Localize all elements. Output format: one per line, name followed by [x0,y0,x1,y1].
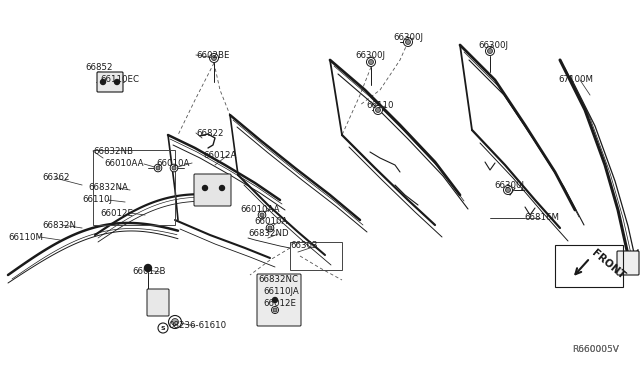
Text: 66300J: 66300J [494,180,524,189]
Circle shape [145,264,152,272]
Circle shape [209,54,218,62]
Text: 66110JA: 66110JA [263,288,299,296]
Circle shape [367,58,376,67]
Circle shape [376,108,381,112]
Circle shape [172,166,176,170]
Circle shape [374,106,383,115]
Circle shape [115,80,120,84]
Bar [555,245,623,287]
FancyBboxPatch shape [194,174,231,206]
Circle shape [100,80,106,84]
Text: 66832NA: 66832NA [88,183,128,192]
Text: 66012B: 66012B [132,267,166,276]
FancyBboxPatch shape [257,274,301,326]
Text: 66300J: 66300J [393,33,423,42]
Circle shape [220,186,225,190]
Circle shape [258,211,266,219]
Circle shape [273,298,278,302]
Text: 66816M: 66816M [524,214,559,222]
FancyBboxPatch shape [97,72,123,92]
Text: 66832NC: 66832NC [258,276,298,285]
Text: S: S [161,326,165,330]
Text: 66832N: 66832N [42,221,76,230]
Text: 66110EC: 66110EC [100,76,139,84]
FancyBboxPatch shape [617,251,639,275]
Text: 6602BE: 6602BE [196,51,230,61]
Text: 66362: 66362 [42,173,70,183]
Text: 67100M: 67100M [558,76,593,84]
Circle shape [266,224,274,232]
Circle shape [268,226,272,230]
Circle shape [158,323,168,333]
Circle shape [504,186,513,195]
Text: 08236-61610: 08236-61610 [168,321,226,330]
Bar [93,150,175,225]
Text: 66300J: 66300J [355,51,385,61]
Circle shape [273,308,277,312]
Text: 66822: 66822 [196,128,223,138]
Text: 66012E: 66012E [263,299,296,308]
Circle shape [156,166,160,170]
Text: R660005V: R660005V [572,346,619,355]
Circle shape [271,307,278,314]
Circle shape [369,60,374,64]
Text: R660005V: R660005V [572,346,619,355]
Circle shape [406,39,410,45]
Circle shape [172,318,179,326]
Circle shape [168,315,182,328]
FancyBboxPatch shape [147,289,169,316]
Text: 66110J: 66110J [82,196,112,205]
Text: 66010AA: 66010AA [104,160,143,169]
Text: 66010A: 66010A [156,158,189,167]
Circle shape [211,55,216,61]
Text: 66110M: 66110M [8,232,43,241]
Circle shape [506,187,511,192]
Text: 66012A: 66012A [203,151,236,160]
Text: FRONT: FRONT [590,248,627,282]
Circle shape [403,38,413,46]
Text: 66300J: 66300J [478,41,508,49]
Circle shape [486,46,495,55]
Text: 66832NB: 66832NB [93,148,133,157]
Text: 66832ND: 66832ND [248,230,289,238]
Text: 66852: 66852 [85,64,113,73]
Text: 66363: 66363 [290,241,317,250]
Circle shape [260,213,264,217]
Circle shape [202,186,207,190]
Text: 66010A: 66010A [254,218,287,227]
Bar [290,242,342,270]
Circle shape [170,164,178,172]
Text: 66010AA: 66010AA [240,205,280,215]
Circle shape [488,48,493,54]
Text: 66110: 66110 [366,102,394,110]
Circle shape [154,164,162,172]
Text: 66012E: 66012E [100,208,133,218]
